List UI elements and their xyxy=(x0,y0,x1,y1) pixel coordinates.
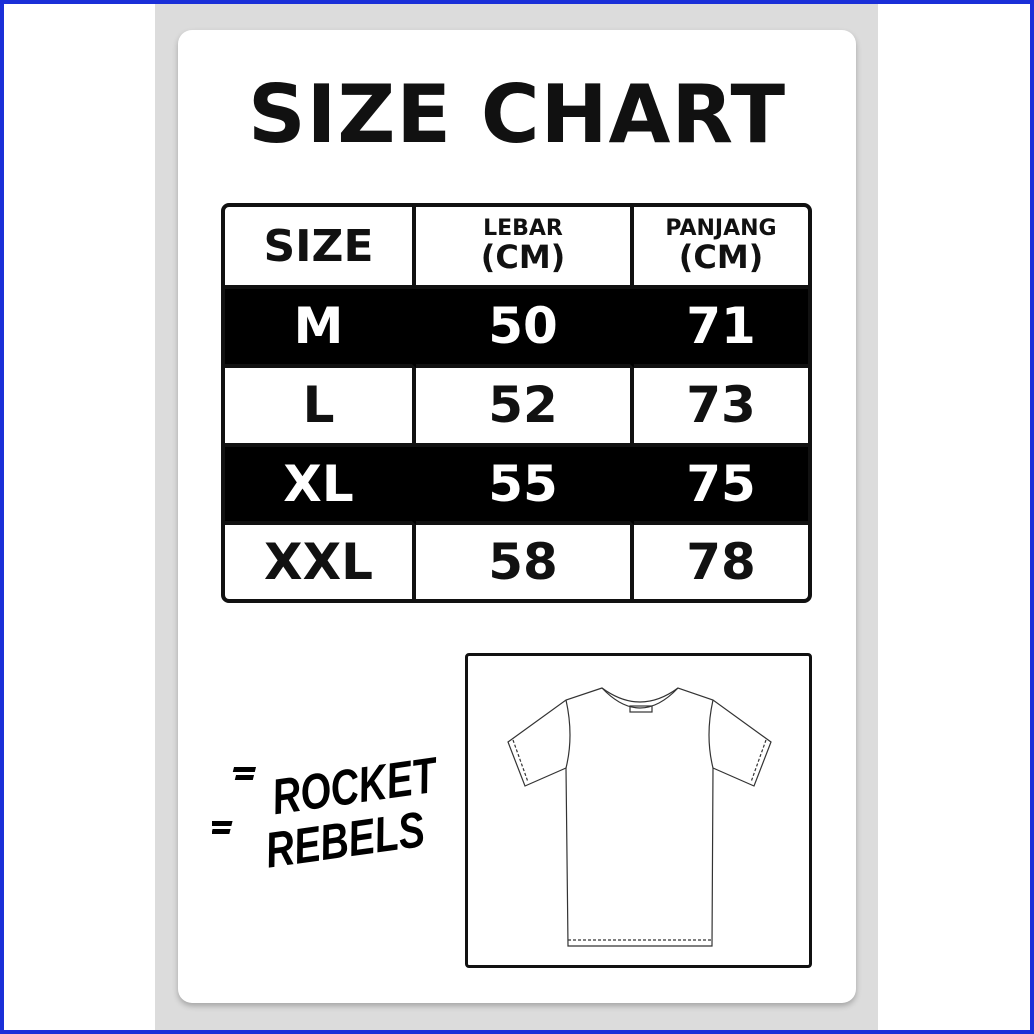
table-row: XXL 58 78 xyxy=(225,525,808,599)
header-lebar-unit: (CM) xyxy=(480,238,566,276)
table-row: L 52 73 xyxy=(225,367,808,447)
header-panjang-unit: (CM) xyxy=(678,238,764,276)
rocket-rebels-logo: ROCKET REBELS xyxy=(212,746,442,875)
page-title: SIZE CHART xyxy=(247,68,787,161)
size-cell: M xyxy=(225,289,416,368)
tshirt-icon xyxy=(507,687,772,947)
lebar-cell: 50 xyxy=(416,289,634,368)
panjang-cell: 71 xyxy=(634,289,808,368)
header-lebar-label: LEBAR xyxy=(483,216,563,241)
header-size: SIZE xyxy=(225,207,416,289)
table-row: XL 55 75 xyxy=(225,446,808,526)
lebar-cell: 55 xyxy=(416,446,634,526)
size-cell: L xyxy=(225,367,416,447)
header-lebar: LEBAR (CM) xyxy=(416,207,634,289)
tshirt-illustration-box xyxy=(465,653,812,968)
table-header-row: SIZE LEBAR (CM) PANJANG (CM) xyxy=(225,207,808,289)
size-cell: XL xyxy=(225,446,416,526)
panjang-cell: 75 xyxy=(634,446,808,526)
size-cell: XXL xyxy=(225,525,416,599)
lebar-cell: 52 xyxy=(416,367,634,447)
table-row: M 50 71 xyxy=(225,289,808,368)
panjang-cell: 78 xyxy=(686,533,756,592)
header-panjang: PANJANG (CM) xyxy=(634,207,808,289)
size-table: SIZE LEBAR (CM) PANJANG (CM) M 50 71 L 52 73 X… xyxy=(221,203,812,603)
lebar-cell: 58 xyxy=(416,525,634,599)
panjang-cell: 73 xyxy=(634,368,808,447)
header-panjang-label: PANJANG xyxy=(665,216,777,241)
